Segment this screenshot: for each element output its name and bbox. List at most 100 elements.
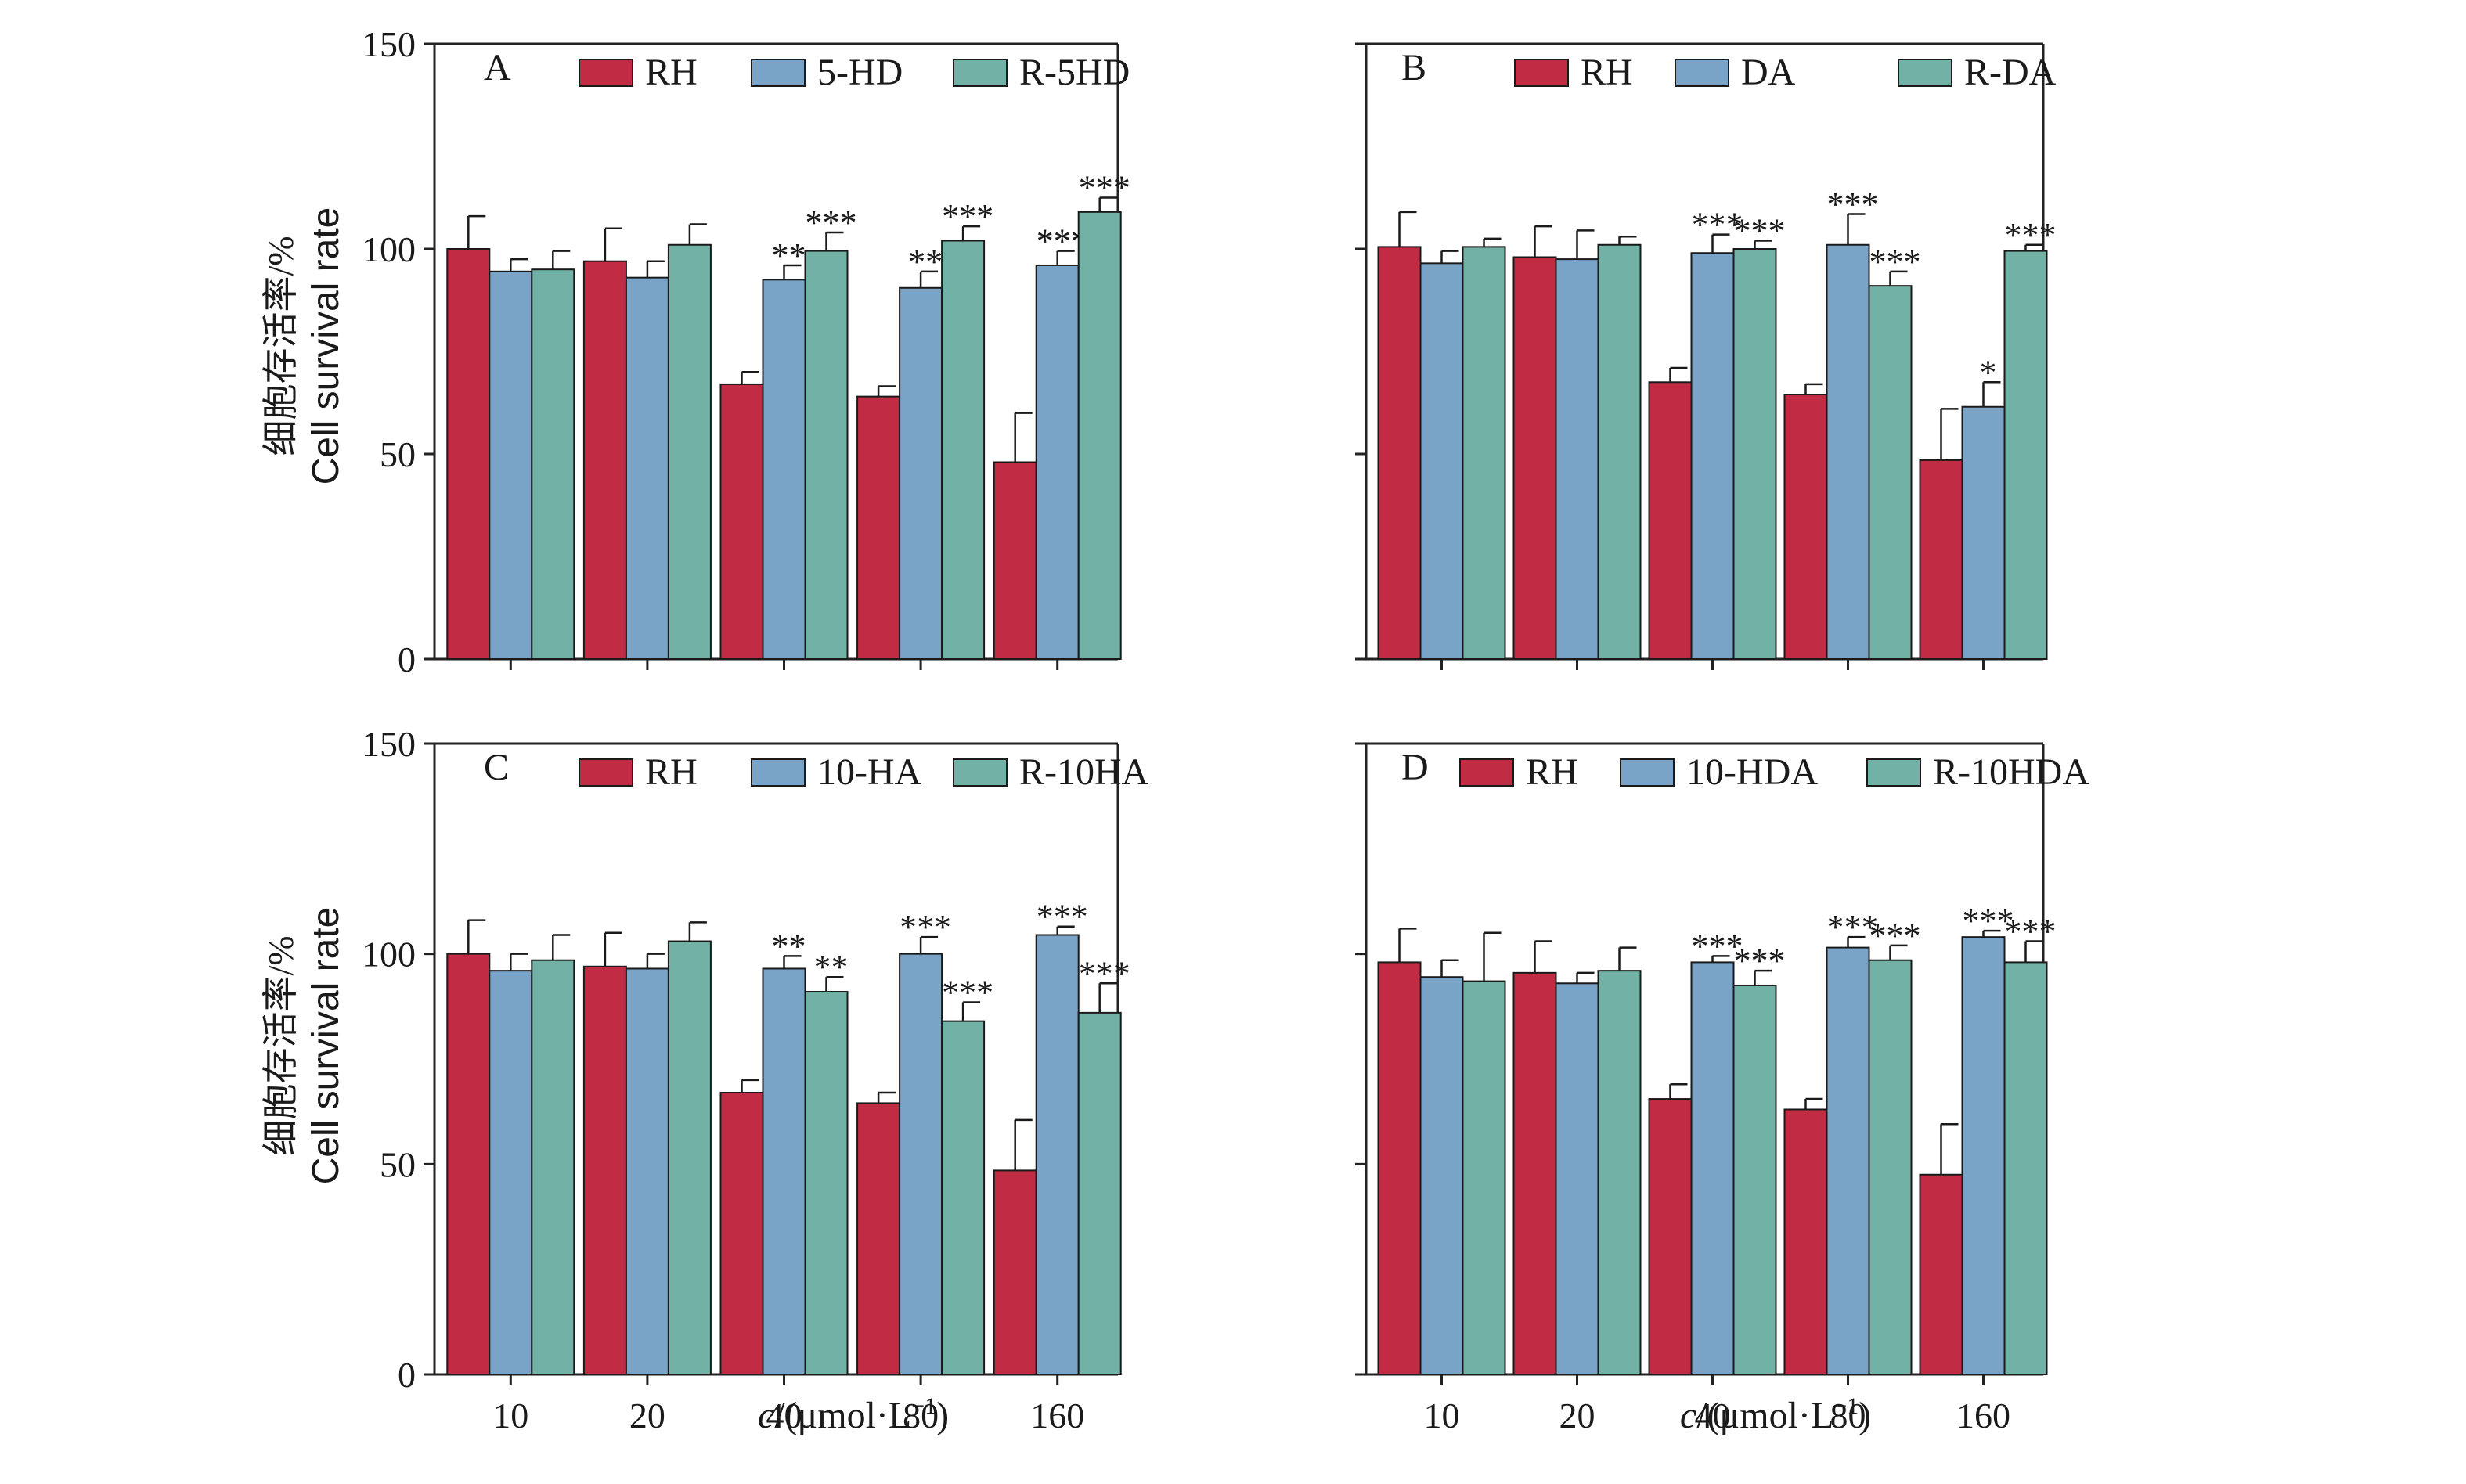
bar xyxy=(1868,285,1913,660)
bar xyxy=(1419,976,1464,1375)
bar xyxy=(667,940,712,1375)
legend-label: R-5HD xyxy=(1019,52,1130,93)
bar xyxy=(582,260,627,660)
bar xyxy=(1690,961,1735,1375)
bar xyxy=(1512,256,1557,661)
significance-label: *** xyxy=(2005,913,2057,951)
panel-label: D xyxy=(1401,747,1429,788)
legend-swatch xyxy=(953,758,1008,787)
bar xyxy=(1826,946,1870,1375)
y-axis-title-bottom: 细胞存活率/% Cell survival rate xyxy=(261,907,347,1185)
y-axis-title-cn: 细胞存活率/% xyxy=(261,935,301,1155)
bar xyxy=(1377,246,1422,660)
bar xyxy=(719,383,764,660)
significance-label: *** xyxy=(1827,908,1879,946)
bar xyxy=(1035,934,1080,1375)
significance-label: *** xyxy=(806,204,857,242)
legend-label: 10-HDA xyxy=(1686,751,1818,793)
chart-panel-c: 0 50 100 150 10 20 40 **** 80 *** *** 160 *** *** C RH 1… xyxy=(362,724,1149,1435)
bar xyxy=(531,268,575,660)
y-axis-title-top: 细胞存活率/% Cell survival rate xyxy=(261,207,347,485)
significance-label: *** xyxy=(1734,942,1786,980)
x-tick-label: 20 xyxy=(629,1396,665,1435)
chart-panel-d: 10 20 40******80******160******D RH 10-HDA R-… xyxy=(1355,742,2089,1435)
y-tick-label: 150 xyxy=(362,24,416,64)
y-axis-title-cn: 细胞存活率/% xyxy=(261,236,301,456)
y-axis-title-en: Cell survival rate xyxy=(305,207,347,485)
x-tick-label: 160 xyxy=(1956,1396,2010,1435)
bar xyxy=(667,243,712,660)
legend-swatch xyxy=(579,758,633,787)
x-tick-label: 10 xyxy=(492,1396,528,1435)
bar xyxy=(856,1102,901,1376)
bar xyxy=(489,970,533,1376)
significance-label: *** xyxy=(1692,206,1743,244)
bar xyxy=(625,276,669,660)
y-axis-title-en: Cell survival rate xyxy=(305,907,347,1185)
legend-swatch xyxy=(953,59,1008,87)
bar xyxy=(899,286,943,660)
bar xyxy=(1555,982,1599,1376)
bar xyxy=(993,461,1037,660)
bar xyxy=(1868,959,1913,1375)
bar xyxy=(1783,1108,1828,1375)
bar xyxy=(941,240,986,660)
x-axis-title-left: c/(μmol·L−1) xyxy=(758,1393,949,1436)
bar xyxy=(1961,405,2006,660)
significance-label: *** xyxy=(942,973,993,1011)
bar xyxy=(1419,262,1464,660)
legend-label: RH xyxy=(1526,751,1578,793)
bar xyxy=(1077,1011,1122,1375)
bar xyxy=(1732,984,1777,1375)
bar xyxy=(1555,258,1599,660)
significance-label: *** xyxy=(1037,898,1088,936)
x-tick-label: 80 xyxy=(903,1396,939,1435)
bar xyxy=(1597,970,1642,1376)
bar xyxy=(625,967,669,1376)
legend-swatch xyxy=(1459,758,1514,787)
bar xyxy=(1826,243,1870,660)
x-tick-label: 160 xyxy=(1030,1396,1084,1435)
bar xyxy=(1512,971,1557,1375)
significance-label: *** xyxy=(1079,954,1130,992)
bar xyxy=(719,1091,764,1376)
x-tick-label: 20 xyxy=(1559,1396,1595,1435)
bar xyxy=(1732,248,1777,660)
bar xyxy=(899,953,943,1375)
bar xyxy=(531,959,575,1375)
bar xyxy=(1597,243,1642,660)
bar xyxy=(582,965,627,1375)
y-tick-label: 100 xyxy=(362,935,416,974)
y-tick-label: 50 xyxy=(380,434,416,474)
bar xyxy=(489,270,533,660)
y-tick-label: 50 xyxy=(380,1144,416,1184)
x-tick-label: 40 xyxy=(1695,1396,1731,1435)
x-tick-label: 40 xyxy=(766,1396,802,1435)
significance-label: *** xyxy=(900,908,951,946)
chart-panel-b: ****************B RH DA R-DA xyxy=(1355,42,2057,670)
significance-label: *** xyxy=(1734,212,1786,250)
bar xyxy=(762,279,806,660)
bar xyxy=(804,250,849,660)
significance-label: *** xyxy=(1079,169,1130,207)
bar xyxy=(804,991,849,1375)
bar xyxy=(1077,211,1122,660)
significance-label: *** xyxy=(1963,902,2014,940)
significance-label: ** xyxy=(814,948,849,986)
bar xyxy=(762,967,806,1376)
legend-swatch xyxy=(1898,59,1952,87)
legend-label: DA xyxy=(1741,52,1796,93)
legend-swatch xyxy=(579,59,633,87)
legend-swatch xyxy=(1620,758,1675,787)
significance-label: ** xyxy=(772,236,806,275)
bar xyxy=(1783,394,1828,660)
significance-label: ** xyxy=(908,243,943,281)
significance-label: *** xyxy=(1869,917,1921,955)
legend-label: R-10HA xyxy=(1019,751,1149,793)
legend-swatch xyxy=(1675,59,1729,87)
legend-swatch xyxy=(1514,59,1569,87)
panel-label: C xyxy=(484,747,509,788)
significance-label: *** xyxy=(2005,216,2057,254)
